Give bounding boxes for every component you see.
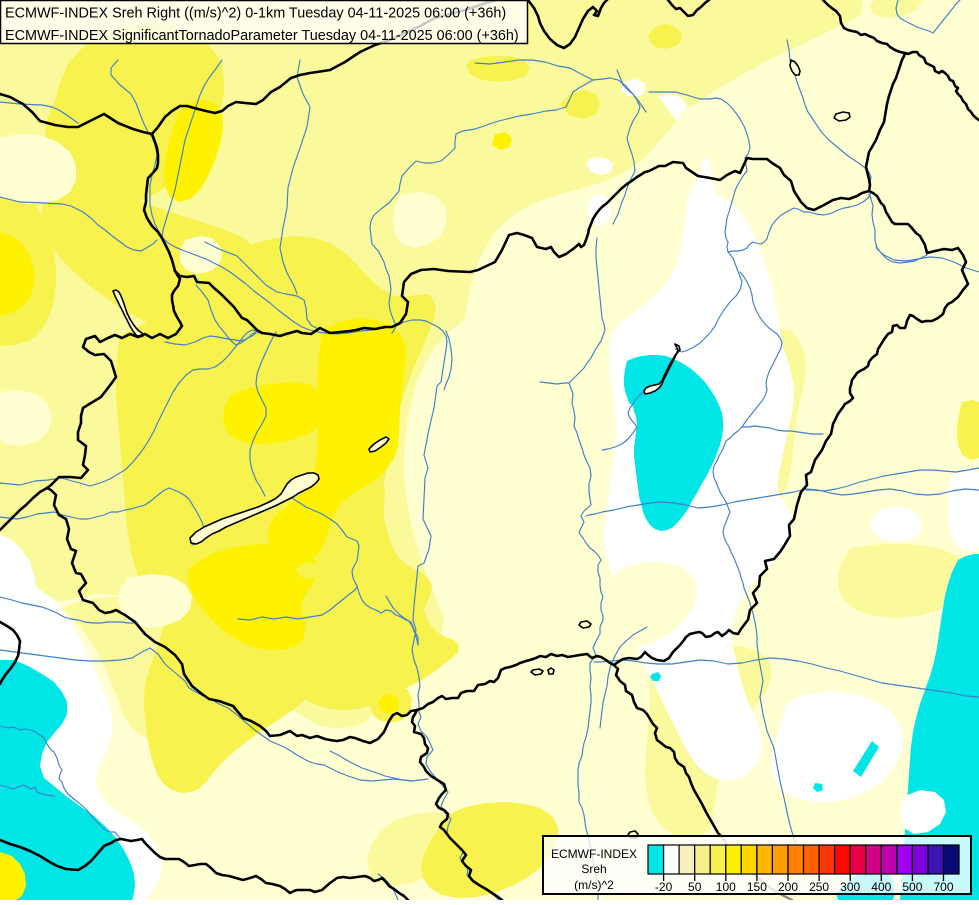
svg-text:ECMWF-INDEX: ECMWF-INDEX	[551, 847, 637, 861]
svg-text:ECMWF-INDEX Sreh Right ((m/s)^: ECMWF-INDEX Sreh Right ((m/s)^2) 0-1km T…	[5, 5, 506, 21]
svg-text:ECMWF-INDEX SignificantTornado: ECMWF-INDEX SignificantTornadoParameter …	[5, 28, 519, 44]
svg-text:250: 250	[809, 880, 829, 894]
svg-text:-20: -20	[655, 880, 673, 894]
svg-text:200: 200	[778, 880, 798, 894]
svg-text:400: 400	[871, 880, 891, 894]
svg-text:300: 300	[840, 880, 860, 894]
svg-text:150: 150	[747, 880, 767, 894]
svg-text:100: 100	[716, 880, 736, 894]
svg-text:50: 50	[688, 880, 702, 894]
svg-text:700: 700	[933, 880, 953, 894]
svg-text:500: 500	[902, 880, 922, 894]
svg-text:(m/s)^2: (m/s)^2	[574, 878, 614, 892]
svg-text:Sreh: Sreh	[581, 862, 606, 876]
